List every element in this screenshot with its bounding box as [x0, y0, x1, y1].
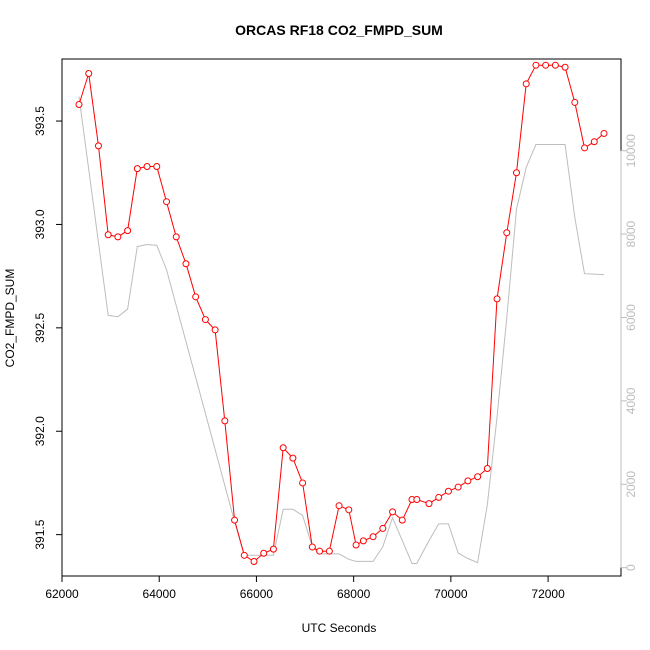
- y-right-tick-label: 6000: [624, 304, 638, 331]
- data-point: [231, 516, 239, 524]
- data-point: [133, 165, 141, 173]
- x-tick-label: 64000: [143, 587, 177, 601]
- data-point: [269, 545, 277, 553]
- data-point: [163, 198, 171, 206]
- data-point: [221, 417, 229, 425]
- data-point: [289, 454, 297, 462]
- data-point: [85, 69, 93, 77]
- y-tick-label: 392.0: [33, 416, 47, 446]
- y-right-tick-label: 2000: [624, 471, 638, 498]
- y-tick-label: 393.0: [33, 209, 47, 239]
- data-point: [503, 229, 511, 237]
- data-point: [94, 142, 102, 150]
- x-tick-label: 66000: [240, 587, 274, 601]
- data-point: [359, 537, 367, 545]
- y-axis-right: 0 2000 4000 6000 8000 10000: [620, 134, 638, 571]
- plot-area: [61, 58, 622, 577]
- data-point: [143, 163, 151, 171]
- data-point: [413, 495, 421, 503]
- data-point: [201, 316, 209, 324]
- data-point: [512, 169, 520, 177]
- data-point: [335, 502, 343, 510]
- data-point: [425, 500, 433, 508]
- data-point: [192, 293, 200, 301]
- data-point: [279, 444, 287, 452]
- data-point: [325, 547, 333, 555]
- x-axis-label: UTC Seconds: [302, 621, 377, 635]
- data-point: [211, 326, 219, 334]
- series-layer: [75, 61, 608, 566]
- data-point: [308, 543, 316, 551]
- data-point: [398, 516, 406, 524]
- y-tick-label: 391.5: [33, 519, 47, 549]
- data-point: [542, 61, 550, 69]
- data-point: [153, 163, 161, 171]
- data-point: [454, 483, 462, 491]
- y-right-tick-label: 8000: [624, 220, 638, 247]
- data-point: [590, 138, 598, 146]
- data-point: [104, 231, 112, 239]
- data-point: [352, 541, 360, 549]
- y-right-tick-label: 0: [624, 564, 638, 571]
- y-axis-label: CO2_FMPD_SUM: [3, 269, 17, 368]
- data-point: [172, 233, 180, 241]
- y-right-tick-label: 10000: [624, 134, 638, 168]
- data-point: [299, 479, 307, 487]
- chart-title: ORCAS RF18 CO2_FMPD_SUM: [235, 22, 443, 38]
- x-tick-label: 72000: [531, 587, 565, 601]
- y-tick-label: 393.5: [33, 106, 47, 136]
- data-point: [369, 533, 377, 541]
- data-point: [483, 464, 491, 472]
- data-point: [114, 233, 122, 241]
- y-tick-label: 392.5: [33, 313, 47, 343]
- data-point: [474, 473, 482, 481]
- data-point: [522, 80, 530, 88]
- data-point: [75, 100, 83, 108]
- data-point: [345, 506, 353, 514]
- data-point: [240, 551, 248, 559]
- data-point: [435, 493, 443, 501]
- plot-frame: [61, 58, 622, 577]
- data-point: [581, 144, 589, 152]
- data-point: [551, 61, 559, 69]
- primary-series-line: [78, 64, 605, 563]
- data-point: [316, 547, 324, 555]
- data-point: [389, 508, 397, 516]
- data-point: [182, 260, 190, 268]
- x-tick-label: 68000: [337, 587, 371, 601]
- x-tick-label: 70000: [434, 587, 468, 601]
- data-point: [250, 558, 258, 566]
- data-point: [493, 295, 501, 303]
- secondary-series-line: [78, 96, 605, 564]
- data-point: [444, 487, 452, 495]
- data-point: [571, 98, 579, 106]
- x-axis: 62000 64000 66000 68000 70000 72000: [45, 575, 565, 601]
- data-point: [561, 63, 569, 71]
- y-right-tick-label: 4000: [624, 387, 638, 414]
- data-point: [600, 129, 608, 137]
- data-point: [260, 549, 268, 557]
- x-tick-label: 62000: [45, 587, 79, 601]
- data-point: [124, 227, 132, 235]
- data-point: [532, 61, 540, 69]
- data-point: [379, 524, 387, 532]
- data-point: [464, 477, 472, 485]
- y-axis-left: 391.5 392.0 392.5 393.0 393.5: [33, 106, 63, 550]
